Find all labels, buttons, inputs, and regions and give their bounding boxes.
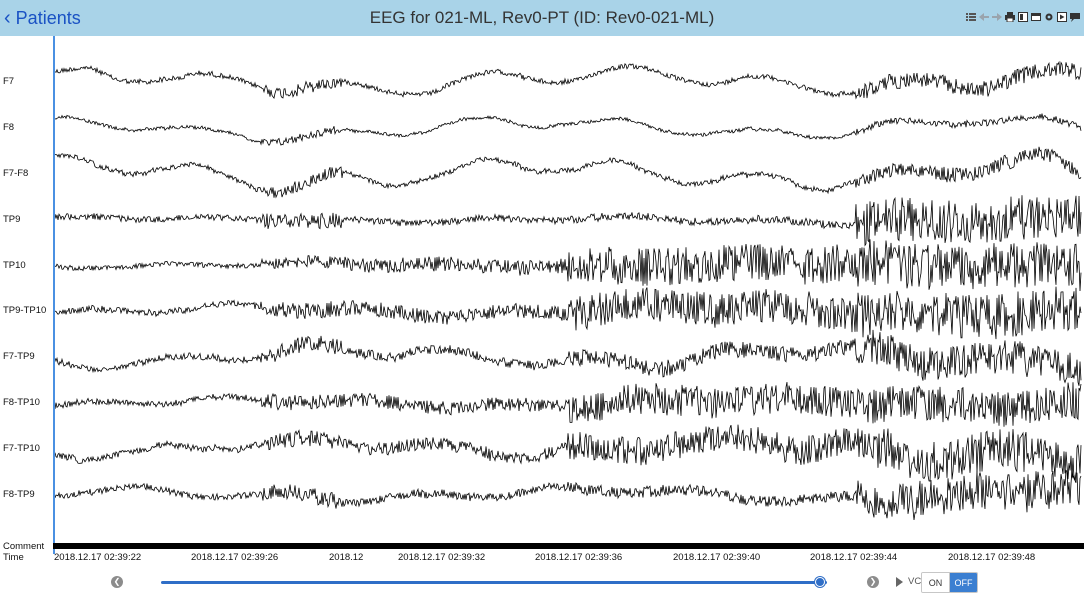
comment-track[interactable]	[53, 543, 1084, 549]
channel-label: F7-TP9	[3, 351, 35, 362]
page-title: EEG for 021-ML, Rev0-PT (ID: Rev0-021-ML…	[369, 8, 715, 27]
comment-row-label: Comment	[3, 541, 45, 552]
channel-label: TP9-TP10	[3, 305, 47, 316]
eeg-trace-f7-tp10	[54, 424, 1082, 483]
eeg-trace-area[interactable]	[0, 36, 1084, 554]
chevron-right-icon[interactable]: ❯	[867, 576, 879, 588]
channel-label: F8-TP9	[3, 489, 35, 500]
play-icon[interactable]	[896, 577, 903, 587]
vc-label: VC	[908, 576, 922, 587]
time-cursor-line[interactable]	[53, 36, 55, 554]
list-icon[interactable]	[966, 11, 976, 23]
channel-label: F7-TP10	[3, 443, 40, 454]
chevron-left-icon[interactable]: ❮	[111, 576, 123, 588]
eeg-trace-f8-tp9	[54, 469, 1082, 521]
header-bar: ‹ Patients EEG for 021-ML, Rev0-PT (ID: …	[0, 0, 1084, 36]
time-tick-label: 2018.12.17 02:39:32	[398, 552, 486, 563]
chat-icon[interactable]	[1070, 11, 1080, 23]
time-tick-label: 2018.12.17 02:39:40	[673, 552, 761, 563]
playback-controls: ❮ ❯ VC ON OFF	[0, 570, 1084, 598]
channel-label: F7-F8	[3, 168, 29, 179]
arrow-right-icon[interactable]	[992, 11, 1002, 23]
eeg-trace-f7	[54, 60, 1082, 100]
channel-label: F8-TP10	[3, 397, 40, 408]
arrow-left-icon[interactable]	[979, 11, 989, 23]
timeline-slider[interactable]	[161, 577, 827, 587]
eeg-trace-f8-tp10	[54, 382, 1082, 427]
monitor-icon[interactable]	[1031, 11, 1041, 23]
eeg-trace-f8	[54, 113, 1082, 147]
time-row-label: Time	[3, 552, 24, 563]
channel-label: TP9	[3, 214, 21, 225]
channel-label: TP10	[3, 260, 26, 271]
eeg-trace-f7-tp9	[54, 329, 1082, 386]
eeg-trace-tp9-tp10	[54, 286, 1082, 340]
eeg-trace-tp10	[54, 239, 1082, 292]
vc-toggle: ON OFF	[921, 572, 978, 593]
slider-handle[interactable]	[815, 577, 826, 587]
time-tick-label: 2018.12.17 02:39:44	[810, 552, 898, 563]
notes-icon[interactable]	[1018, 11, 1028, 23]
print-icon[interactable]	[1005, 11, 1015, 23]
time-tick-label: 2018.12	[329, 552, 364, 563]
time-tick-label: 2018.12.17 02:39:26	[191, 552, 279, 563]
vc-on-button[interactable]: ON	[922, 573, 950, 592]
time-tick-label: 2018.12.17 02:39:48	[948, 552, 1036, 563]
toolbar	[966, 11, 1080, 23]
video-icon[interactable]	[1057, 11, 1067, 23]
eeg-trace-f7-f8	[54, 146, 1082, 199]
channel-label: F8	[3, 122, 15, 133]
settings-icon[interactable]	[1044, 11, 1054, 23]
time-tick-label: 2018.12.17 02:39:36	[535, 552, 623, 563]
time-tick-label: 2018.12.17 02:39:22	[54, 552, 142, 563]
eeg-trace-tp9	[54, 195, 1082, 247]
channel-label: F7	[3, 76, 15, 87]
back-label: Patients	[15, 7, 81, 28]
back-to-patients-button[interactable]: ‹ Patients	[4, 6, 81, 30]
vc-off-button[interactable]: OFF	[950, 573, 977, 592]
chevron-left-icon: ‹	[4, 7, 11, 29]
